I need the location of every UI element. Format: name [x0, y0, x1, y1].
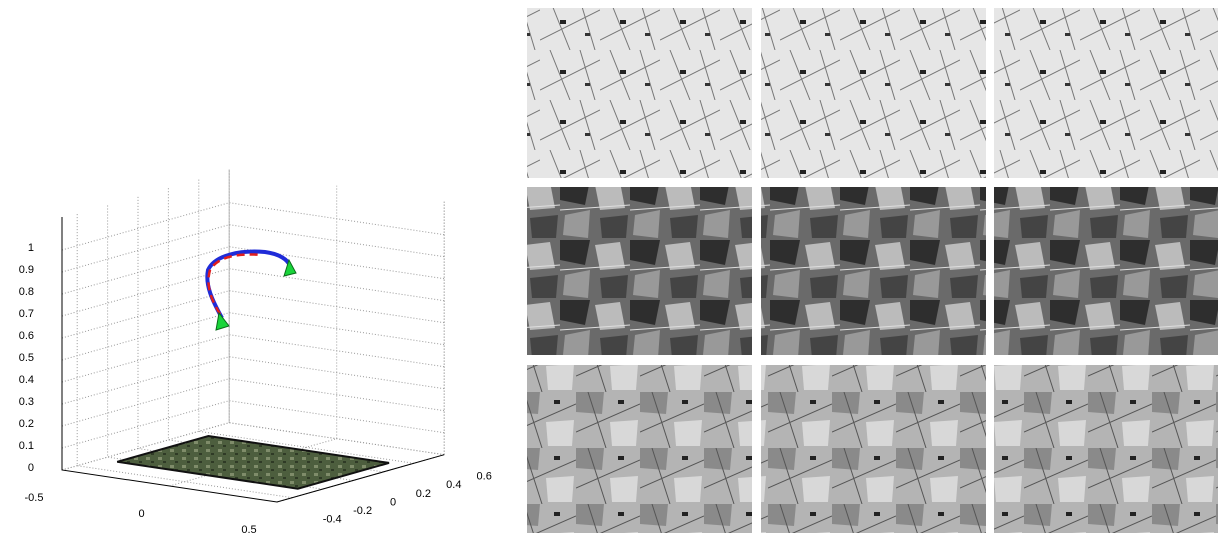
grid-line	[61, 224, 445, 273]
floor-image	[116, 434, 390, 490]
z-tick-label: 0.4	[19, 374, 34, 386]
map-image	[761, 8, 986, 178]
y-tick-label: -0.2	[353, 505, 372, 517]
grid-line	[61, 356, 445, 405]
aerial-image	[994, 187, 1218, 355]
axis-line	[61, 217, 445, 503]
z-tick-label: 0.3	[19, 396, 34, 408]
y-tick-label: -0.4	[323, 514, 342, 526]
trajectory-blue	[205, 249, 292, 319]
blended-image	[761, 365, 986, 533]
z-tick-label: 0.7	[19, 308, 34, 320]
x-tick-label: 0.5	[241, 524, 256, 533]
y-tick-label: 0.4	[446, 479, 461, 491]
z-tick-label: 0.2	[19, 418, 34, 430]
grid-line	[61, 312, 445, 361]
grid-line	[137, 195, 354, 481]
y-tick-label: 0.2	[416, 488, 431, 500]
map-image	[527, 8, 752, 178]
image-grid	[527, 8, 1218, 533]
z-tick-label: 0.8	[19, 286, 34, 298]
y-tick-label: 0	[390, 496, 396, 508]
camera-end	[283, 258, 297, 277]
grid-line	[228, 169, 445, 456]
grid-line	[61, 246, 445, 295]
grid-line	[61, 268, 445, 317]
grid-line	[61, 290, 445, 339]
y-tick-label: 0.6	[477, 471, 492, 483]
blended-image	[527, 365, 752, 533]
x-tick-label: 0	[138, 508, 144, 520]
grid-line	[61, 334, 445, 383]
grid-line	[61, 202, 445, 251]
camera-start	[215, 311, 230, 331]
map-image	[994, 8, 1218, 178]
z-tick-label: 0.6	[19, 330, 34, 342]
trajectory-red	[207, 253, 263, 315]
x-tick-label: -0.5	[25, 492, 44, 504]
grid-line	[61, 400, 445, 449]
z-tick-label: 1	[28, 242, 34, 254]
z-tick-label: 0	[28, 462, 34, 474]
grid-line	[198, 178, 414, 464]
aerial-image	[527, 187, 752, 355]
z-tick-label: 0.5	[19, 352, 34, 364]
grid-line	[61, 378, 445, 427]
blended-image	[994, 365, 1218, 533]
aerial-image	[761, 187, 986, 355]
z-tick-label: 0.9	[19, 264, 34, 276]
z-tick-label: 0.1	[19, 440, 34, 452]
grid-line	[167, 186, 384, 473]
plot-3d: 0 0.1 0.2 0.3 0.4 0.5 0.6 0.7 0.8 0.9 1 -0.5 0 0.5 -0.…	[19, 169, 492, 536]
grid-line	[76, 212, 293, 499]
